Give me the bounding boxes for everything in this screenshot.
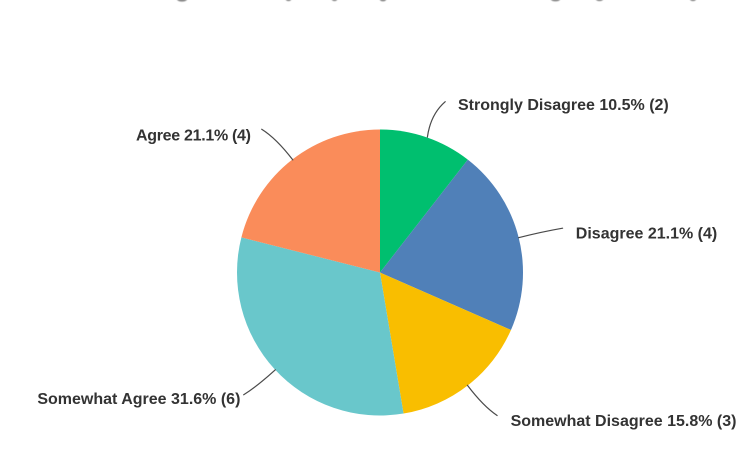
svg-text:Somewhat Disagree 15.8% (3): Somewhat Disagree 15.8% (3) [511,413,737,430]
svg-text:Agree 21.1% (4): Agree 21.1% (4) [136,128,251,145]
svg-text:Strongly Disagree 10.5% (2): Strongly Disagree 10.5% (2) [458,97,669,114]
svg-text:Disagree 21.1% (4): Disagree 21.1% (4) [576,226,717,243]
svg-text:Somewhat Agree 31.6% (6): Somewhat Agree 31.6% (6) [37,391,240,408]
